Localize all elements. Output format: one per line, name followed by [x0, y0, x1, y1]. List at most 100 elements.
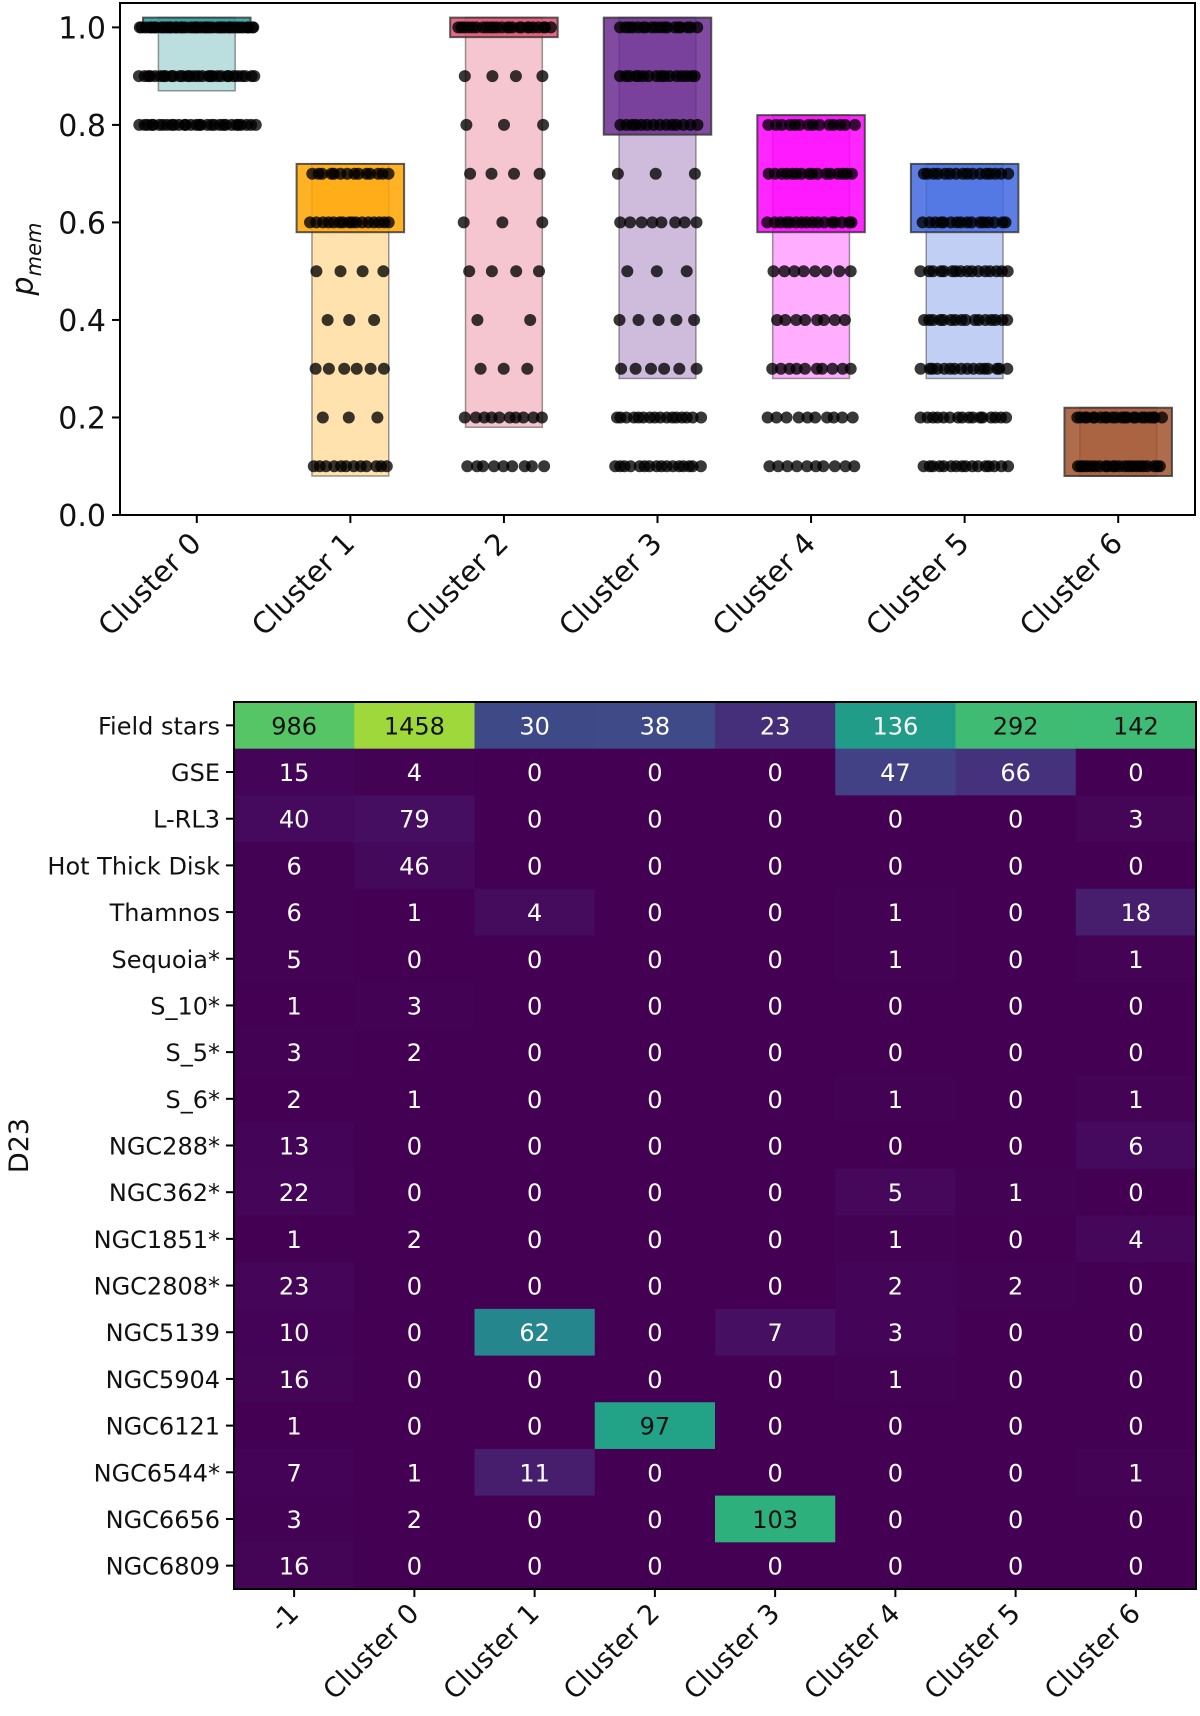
data-point [790, 314, 803, 326]
heatmap-value: 15 [279, 759, 310, 787]
heatmap-value: 0 [527, 1413, 542, 1441]
heatmap-value: 0 [888, 1506, 903, 1534]
heatmap-cell [715, 842, 836, 890]
data-point [486, 70, 499, 83]
data-point [799, 362, 811, 375]
heatmap-cell [835, 1448, 956, 1497]
heatmap-cell [474, 748, 596, 796]
heatmap-value: 0 [767, 992, 782, 1020]
data-point [688, 167, 701, 180]
data-point [774, 362, 787, 375]
heatmap-value: 4 [407, 759, 422, 787]
heatmap-cell [474, 1308, 596, 1357]
data-point [524, 314, 537, 326]
data-point [770, 411, 783, 424]
heatmap-cell [354, 1308, 475, 1357]
data-point [1153, 460, 1166, 473]
heatmap-value: 0 [647, 1506, 662, 1534]
data-point [799, 314, 812, 326]
cluster-box-0 [132, 16, 262, 131]
data-point [309, 362, 322, 375]
heatmap-cell [594, 1215, 716, 1263]
data-point [849, 118, 861, 131]
row-label: NGC288* [109, 1133, 220, 1161]
heatmap-value: 1 [888, 1366, 903, 1394]
heatmap-cell [234, 1355, 355, 1403]
data-point [497, 362, 510, 375]
heatmap-cell [234, 1168, 355, 1217]
heatmap-cell [835, 982, 956, 1030]
heatmap-cell [1075, 842, 1197, 890]
heatmap-cell [234, 982, 355, 1030]
data-point [382, 167, 395, 180]
heatmap-cell [594, 935, 716, 983]
heatmap-value: 13 [279, 1133, 310, 1161]
data-point [322, 362, 335, 375]
heatmap-cell [354, 1122, 475, 1170]
heatmap-cell [354, 748, 475, 796]
heatmap-cell [835, 702, 956, 750]
data-point [828, 314, 841, 326]
heatmap-cell [1075, 1355, 1197, 1403]
heatmap-cell [354, 1355, 475, 1403]
heatmap-value: 0 [647, 852, 662, 880]
data-point [813, 118, 826, 131]
heatmap-value: 10 [279, 1319, 310, 1347]
heatmap-value: 0 [1008, 1506, 1023, 1534]
cluster-box-2 [449, 16, 559, 473]
heatmap-cell [835, 795, 956, 843]
data-point [248, 70, 261, 83]
heatmap-value: 0 [647, 1039, 662, 1067]
heatmap-value: 1 [888, 1086, 903, 1114]
data-point [788, 265, 801, 278]
heatmap-cell [354, 1075, 475, 1123]
data-point [471, 314, 484, 326]
data-point [790, 460, 803, 473]
heatmap-cell [354, 982, 475, 1030]
heatmap-cell [474, 795, 596, 843]
cluster-box-5 [909, 162, 1020, 473]
heatmap-cell [1075, 935, 1197, 983]
data-point [937, 265, 950, 278]
heatmap-value: 1 [888, 1226, 903, 1254]
row-label: NGC2808* [94, 1273, 220, 1301]
heatmap-value: 0 [527, 946, 542, 974]
heatmap-cell [1075, 795, 1197, 843]
heatmap-value: 0 [767, 759, 782, 787]
data-point [493, 411, 506, 424]
heatmap-value: 0 [888, 1133, 903, 1161]
heatmap-cell [955, 1495, 1077, 1543]
data-point [1156, 411, 1168, 424]
heatmap-cell [354, 1168, 475, 1217]
heatmap-cell [474, 888, 596, 936]
data-point [686, 411, 699, 424]
heatmap-value: 0 [407, 1179, 422, 1207]
heatmap-value: 136 [872, 712, 918, 740]
data-point [817, 314, 830, 326]
heatmap-value: 0 [1128, 1273, 1143, 1301]
heatmap-cell [234, 702, 355, 750]
heatmap-value: 3 [407, 992, 422, 1020]
heatmap-value: 0 [888, 1459, 903, 1487]
heatmap-cell [955, 1355, 1077, 1403]
heatmap-value: 1 [1128, 946, 1143, 974]
row-label: L-RL3 [153, 806, 220, 834]
heatmap-cell [715, 1262, 836, 1310]
data-point [658, 362, 671, 375]
heatmap-value: 1 [286, 992, 301, 1020]
data-point [976, 411, 989, 424]
heatmap-cell [594, 1355, 716, 1403]
data-point [485, 265, 498, 278]
row-label: NGC5139 [106, 1319, 220, 1347]
heatmap-value: 7 [767, 1319, 782, 1347]
y-tick-label: 1.0 [58, 11, 106, 46]
heatmap-cell [474, 702, 596, 750]
heatmap-cell [1075, 1402, 1197, 1450]
data-point [476, 460, 489, 473]
heatmap-cell [594, 1308, 716, 1357]
data-point [497, 460, 510, 473]
data-point [1001, 314, 1014, 326]
data-point [650, 265, 663, 278]
x-tick-label: Cluster 3 [552, 526, 668, 642]
heatmap-value: 97 [640, 1413, 671, 1441]
